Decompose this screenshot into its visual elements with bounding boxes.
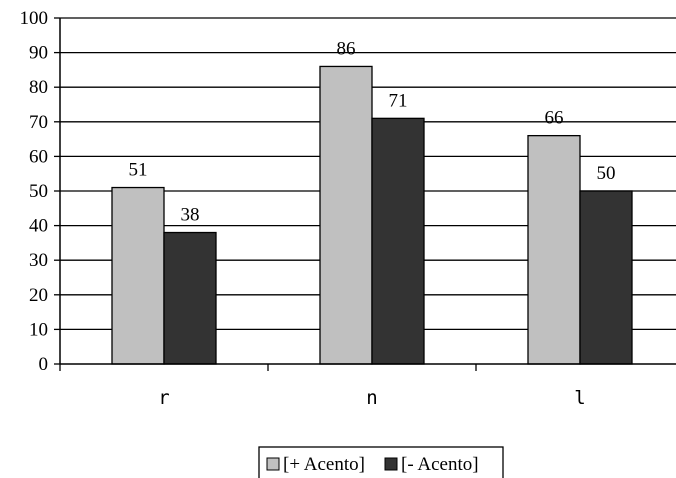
bar-n-series-1	[319, 65, 373, 365]
data-label: 38	[181, 205, 200, 226]
y-tick-label: 0	[39, 354, 49, 375]
x-tick-label: r	[158, 387, 169, 409]
bar-r-series-2	[163, 231, 217, 365]
y-tick-label: 70	[29, 112, 48, 133]
data-label: 86	[337, 38, 356, 59]
legend-label-series-1: [+ Acento]	[283, 454, 365, 475]
x-tick-label: n	[366, 387, 377, 409]
y-tick-label: 90	[29, 43, 48, 64]
y-tick-label: 60	[29, 146, 48, 167]
y-tick-label: 100	[20, 8, 49, 29]
data-label: 71	[389, 90, 408, 111]
bar-n-series-2	[371, 117, 425, 365]
legend-label-series-2: [- Acento]	[401, 454, 479, 475]
y-tick-label: 40	[29, 216, 48, 237]
data-label: 51	[129, 160, 148, 181]
bar-l-series-2	[579, 190, 633, 365]
legend-swatch-series-1	[266, 457, 280, 471]
data-label: 50	[597, 163, 616, 184]
y-tick-label: 20	[29, 285, 48, 306]
data-label: 66	[545, 108, 564, 129]
x-tick-label: l	[574, 387, 585, 409]
legend-box	[258, 446, 504, 478]
y-tick-label: 80	[29, 77, 48, 98]
y-tick-label: 50	[29, 181, 48, 202]
y-tick-label: 10	[29, 319, 48, 340]
bar-l-series-1	[527, 134, 581, 365]
y-tick-label: 30	[29, 250, 48, 271]
axes	[54, 17, 676, 371]
bar-r-series-1	[111, 186, 165, 365]
legend: [+ Acento] [- Acento]	[258, 446, 504, 478]
labels: 0 10 20 30 40 50 60 70 80 90 100 51 38 r 86 71 n 66 50 l	[20, 8, 616, 409]
legend-swatch-series-2	[384, 457, 398, 471]
